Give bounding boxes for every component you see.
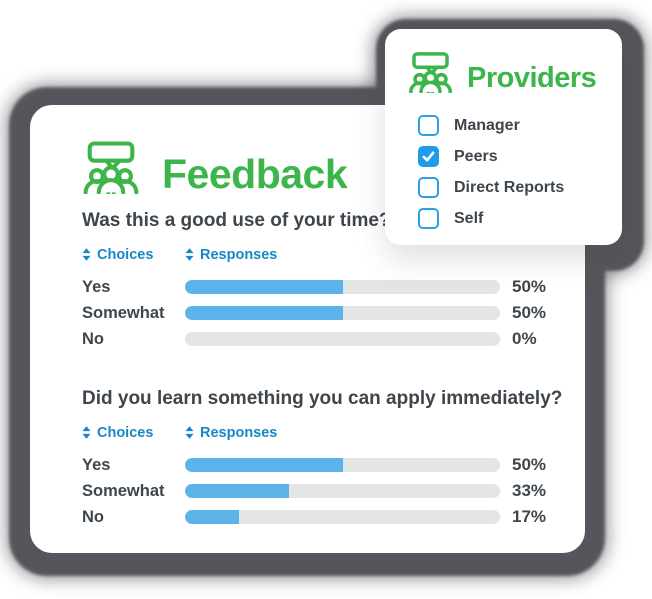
- question-text: Did you learn something you can apply im…: [82, 388, 563, 409]
- response-bar: [185, 280, 500, 294]
- sort-choices-header[interactable]: Choices: [82, 246, 185, 263]
- choice-label: Somewhat: [82, 303, 165, 322]
- response-bar: [185, 484, 500, 498]
- sort-icon: [185, 426, 194, 439]
- percent-value: 50%: [512, 455, 547, 474]
- sort-responses-header[interactable]: Responses: [185, 424, 500, 441]
- provider-option-self[interactable]: Self: [418, 203, 622, 234]
- percent-value: 33%: [512, 481, 547, 500]
- choice-label: Yes: [82, 277, 111, 296]
- sort-choices-header[interactable]: Choices: [82, 424, 185, 441]
- table-row: Somewhat 50%: [82, 300, 585, 326]
- table-row: No 17%: [82, 504, 585, 530]
- provider-option-peers[interactable]: Peers: [418, 141, 622, 172]
- providers-header: Providers: [408, 52, 622, 93]
- response-bar: [185, 332, 500, 346]
- response-bar-fill: [185, 280, 343, 294]
- feedback-header: Feedback: [82, 141, 585, 198]
- providers-card-title: Providers: [467, 62, 597, 95]
- choice-label: No: [82, 507, 104, 526]
- choices-header-label: Choices: [97, 246, 154, 263]
- percent-value: 0%: [512, 329, 537, 348]
- column-header-row: Choices Responses: [82, 424, 585, 441]
- response-bar-fill: [185, 510, 239, 524]
- choice-label: Yes: [82, 455, 111, 474]
- option-label: Self: [454, 209, 484, 227]
- providers-people-icon: [408, 52, 453, 93]
- percent-value: 50%: [512, 277, 547, 296]
- table-row: No 0%: [82, 326, 585, 352]
- option-label: Peers: [454, 147, 498, 165]
- feedback-card: Feedback Was this a good use of your tim…: [30, 105, 585, 553]
- providers-options-list: Manager Peers Dire: [418, 110, 622, 234]
- response-bar-fill: [185, 484, 289, 498]
- provider-option-direct-reports[interactable]: Direct Reports: [418, 172, 622, 203]
- question-text: Was this a good use of your time?: [82, 210, 391, 231]
- table-row: Yes 50%: [82, 274, 585, 300]
- sort-icon: [82, 248, 91, 261]
- response-bar: [185, 306, 500, 320]
- responses-header-label: Responses: [200, 246, 278, 263]
- sort-icon: [82, 426, 91, 439]
- choices-header-label: Choices: [97, 424, 154, 441]
- providers-card: Providers Manager: [385, 29, 622, 245]
- percent-value: 50%: [512, 303, 547, 322]
- option-label: Direct Reports: [454, 178, 565, 196]
- response-bar: [185, 458, 500, 472]
- choice-label: No: [82, 329, 104, 348]
- choice-label: Somewhat: [82, 481, 165, 500]
- response-bar-fill: [185, 306, 343, 320]
- percent-value: 17%: [512, 507, 547, 526]
- survey-question-block: Did you learn something you can apply im…: [82, 388, 585, 530]
- provider-option-manager[interactable]: Manager: [418, 110, 622, 141]
- checkmark-icon: [422, 151, 435, 162]
- survey-question-block: Was this a good use of your time? Choice…: [82, 210, 585, 352]
- checkbox[interactable]: [418, 177, 439, 198]
- sort-responses-header[interactable]: Responses: [185, 246, 500, 263]
- option-label: Manager: [454, 116, 520, 134]
- sort-icon: [185, 248, 194, 261]
- table-row: Yes 50%: [82, 452, 585, 478]
- checkbox[interactable]: [418, 115, 439, 136]
- feedback-card-title: Feedback: [162, 151, 348, 198]
- responses-header-label: Responses: [200, 424, 278, 441]
- checkbox[interactable]: [418, 208, 439, 229]
- feedback-people-icon: [82, 141, 140, 194]
- response-bar-fill: [185, 458, 343, 472]
- response-bar: [185, 510, 500, 524]
- checkbox[interactable]: [418, 146, 439, 167]
- column-header-row: Choices Responses: [82, 246, 585, 263]
- table-row: Somewhat 33%: [82, 478, 585, 504]
